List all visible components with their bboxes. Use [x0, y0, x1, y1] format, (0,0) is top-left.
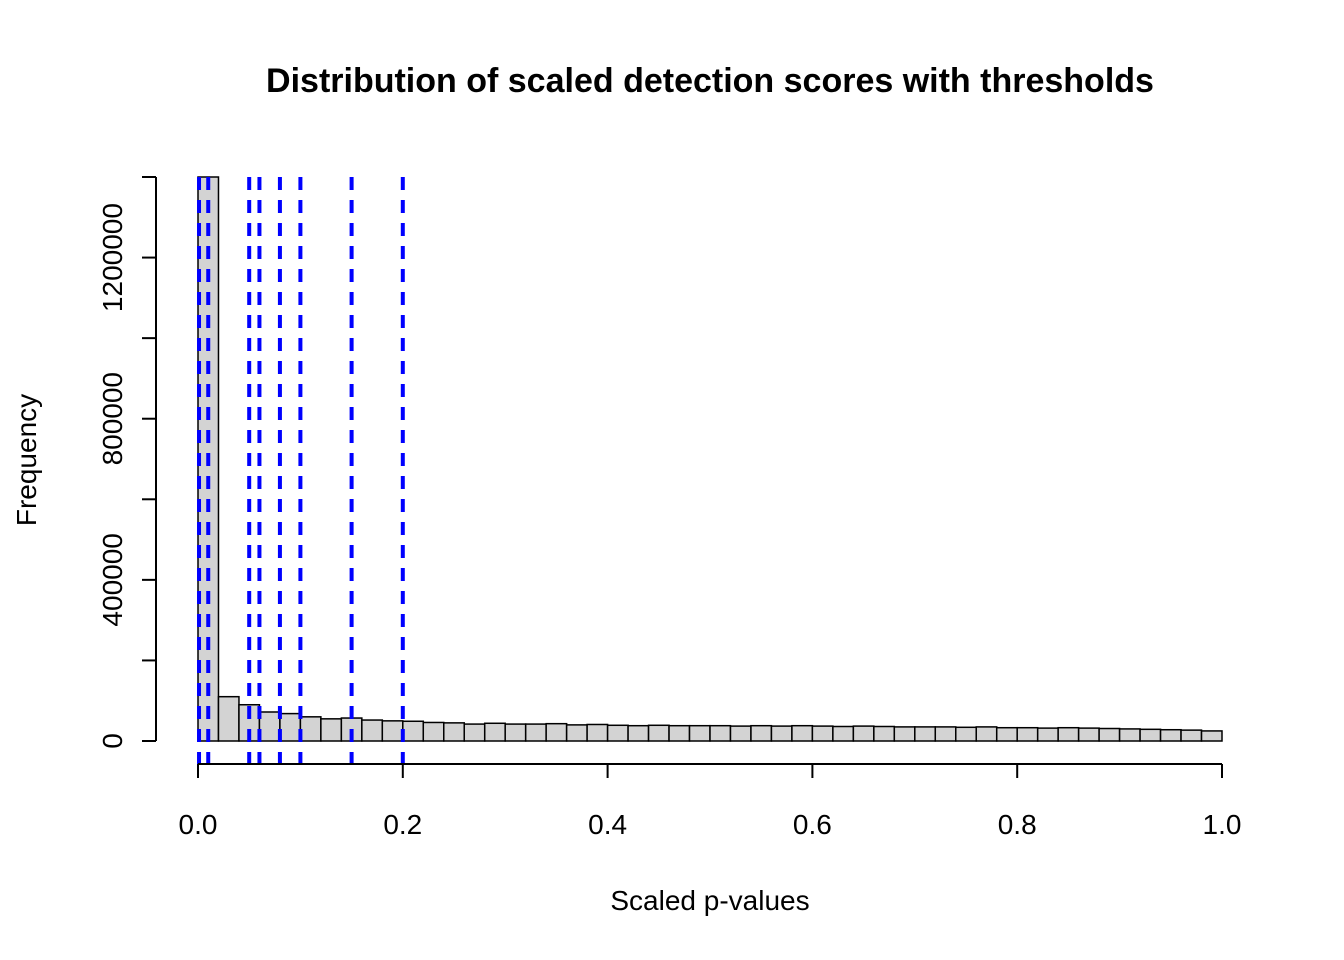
histogram-bar: [565, 724, 588, 742]
histogram-bar: [381, 720, 404, 742]
histogram-bar: [955, 726, 977, 742]
y-tick-label: 0: [97, 733, 128, 749]
histogram-bar: [688, 724, 711, 742]
x-tick-label: 0.6: [793, 809, 832, 840]
y-tick-label: 1200000: [97, 203, 128, 312]
histogram-bar: [934, 726, 957, 742]
histogram-bar: [504, 723, 527, 742]
histogram-bar: [1016, 726, 1039, 742]
y-tick-label: 400000: [97, 533, 128, 626]
histogram-bar: [402, 720, 425, 742]
y-tick-label: 800000: [97, 372, 128, 465]
histogram-bar: [586, 723, 609, 742]
x-axis: 0.0 0.2 0.4 0.6 0.8 1.0: [179, 763, 1242, 840]
x-tick-label: 1.0: [1203, 809, 1242, 840]
histogram-bar: [524, 723, 547, 742]
x-tick-label: 0.0: [179, 809, 218, 840]
histogram-bar: [995, 726, 1018, 742]
histogram-bar: [1139, 728, 1162, 742]
histogram-bar: [647, 724, 670, 742]
x-tick-label: 0.8: [998, 809, 1037, 840]
histogram-bar: [729, 725, 752, 742]
histogram-bar: [791, 724, 814, 742]
histogram-bar: [1118, 728, 1141, 742]
histogram-bar: [852, 725, 875, 742]
histogram-bar: [483, 722, 506, 742]
histogram-bar: [1180, 729, 1203, 742]
histogram-bar: [770, 725, 793, 742]
histogram-bar: [627, 724, 650, 742]
histogram-bar: [606, 724, 629, 742]
histogram-bar: [279, 712, 302, 742]
x-tick-label: 0.4: [588, 809, 627, 840]
y-axis-label: Frequency: [11, 394, 42, 526]
bars-group: [197, 176, 1223, 742]
histogram-bar: [299, 716, 322, 742]
histogram-bar: [361, 719, 384, 742]
histogram-bar: [811, 725, 834, 742]
histogram-bar: [258, 711, 281, 742]
histogram-bar: [832, 725, 855, 742]
histogram-bar: [1159, 728, 1182, 742]
histogram-bar: [873, 725, 896, 742]
histogram-bar: [1200, 730, 1223, 742]
histogram-bar: [709, 724, 732, 742]
threshold-lines-group: [197, 177, 405, 764]
histogram-bar: [545, 722, 568, 742]
histogram-bar: [320, 718, 343, 742]
y-axis: 0 400000 800000 1200000: [97, 176, 157, 749]
x-tick-label: 0.2: [383, 809, 422, 840]
histogram-bar: [1057, 726, 1080, 742]
histogram-bar: [422, 721, 445, 742]
histogram-bar: [975, 726, 998, 742]
histogram-bar: [750, 724, 773, 742]
histogram-bar: [1077, 727, 1100, 742]
histogram-bar: [443, 722, 465, 742]
histogram-bar: [1098, 727, 1121, 742]
histogram-bar: [463, 723, 486, 742]
histogram-bar: [668, 724, 691, 742]
histogram-bar: [893, 726, 916, 742]
chart-title: Distribution of scaled detection scores …: [266, 62, 1154, 100]
histogram-bar: [1036, 727, 1059, 742]
x-axis-label: Scaled p-values: [610, 885, 809, 916]
histogram-bar: [217, 695, 240, 742]
histogram-bar: [914, 726, 937, 742]
